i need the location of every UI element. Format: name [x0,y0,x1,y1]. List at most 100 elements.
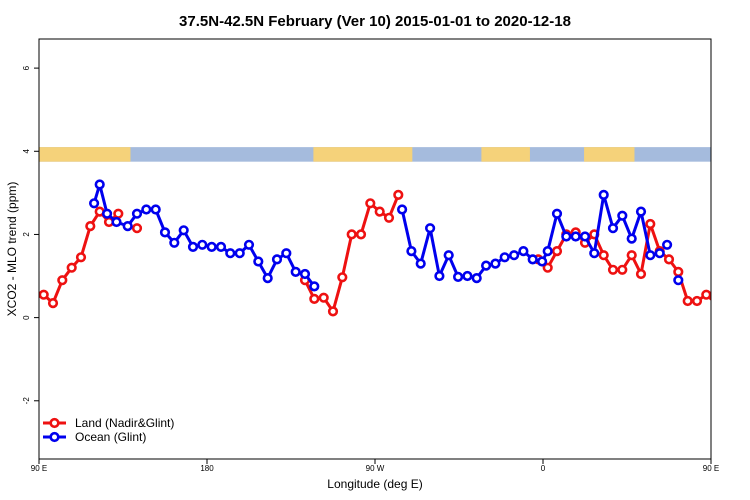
data-point-ocean [94,179,105,190]
data-point-land [47,298,59,309]
data-point-ocean [178,225,189,236]
x-axis: 90 E 180 90 W 0 90 E [31,459,719,473]
x-tick-label: 90 W [366,464,385,473]
data-point-land [663,254,675,265]
data-point-ocean [141,204,152,215]
land-strip-segment [481,147,530,162]
data-point-land [701,289,711,300]
data-point-ocean [253,256,264,267]
data-point-land [66,262,77,273]
legend-entry-land: Land (Nadir&Glint) [43,416,174,430]
data-point-land [542,262,553,273]
data-point-ocean [490,258,501,269]
data-point-ocean [122,221,133,232]
data-point-ocean [607,223,619,234]
data-point-ocean [271,254,283,265]
data-point-ocean [499,252,510,263]
data-point-ocean [131,208,143,219]
series-ocean [88,179,684,292]
data-point-land [383,212,395,223]
x-tick-label: 0 [541,464,546,473]
data-point-land [551,246,563,257]
data-point-ocean [508,250,520,261]
data-point-land [710,301,711,306]
data-point-ocean [169,237,180,248]
data-point-land [131,223,143,234]
data-point-land [39,289,49,300]
x-tick-label: 90 E [703,464,719,473]
data-point-ocean [206,241,217,252]
data-point-ocean [406,246,417,257]
data-point-ocean [471,273,482,284]
data-point-ocean [518,246,529,257]
data-point-ocean [415,258,426,269]
data-point-ocean [561,231,572,242]
series-land [39,189,748,317]
data-point-ocean [462,270,473,282]
chart-title: 37.5N-42.5N February (Ver 10) 2015-01-01… [179,13,571,30]
data-point-ocean [673,275,684,286]
land-strip-segment [39,147,131,162]
data-point-ocean [626,233,637,244]
y-axis-label: XCO2 - MLO trend (ppm) [5,182,19,317]
data-point-ocean [187,241,199,252]
data-point-land [740,276,748,284]
data-point-ocean [645,250,656,261]
data-point-ocean [536,256,548,267]
data-point-land [673,266,684,278]
data-point-land [57,275,68,286]
data-point-ocean [225,248,236,259]
data-point-land [645,218,656,230]
data-point-land [327,306,339,317]
surface-type-strip [39,147,750,162]
land-strip-segment [730,147,750,162]
y-axis: -2 0 2 4 6 [22,65,39,404]
data-point-ocean [234,248,245,259]
data-point-ocean [111,216,122,228]
data-point-land [365,198,376,209]
data-point-ocean [309,281,320,292]
x-tick-label: 180 [200,464,214,473]
data-point-land [682,295,693,307]
data-point-land [635,268,647,280]
data-point-ocean [579,231,591,242]
data-point-ocean [290,266,301,278]
land-strip-segment [313,147,413,162]
data-point-ocean [570,231,581,242]
data-point-ocean [101,208,113,219]
y-tick-label: 0 [22,315,31,320]
data-point-ocean [527,254,538,265]
data-point-land [85,221,96,232]
data-point-ocean [589,248,600,259]
data-point-land [309,293,320,305]
data-point-ocean [150,204,161,215]
plot-frame [38,38,712,460]
data-point-ocean [281,248,292,259]
data-point-land [346,229,357,240]
data-point-ocean [243,239,255,250]
data-point-ocean [397,204,408,215]
legend-marker-land [49,417,60,429]
legend: Land (Nadir&Glint) Ocean (Glint) [43,416,174,444]
legend-label-ocean: Ocean (Glint) [75,430,146,444]
data-point-ocean [262,273,273,284]
y-tick-label: 6 [22,65,31,70]
data-point-land [318,292,329,303]
data-point-land [691,295,703,307]
data-point-ocean [661,239,673,250]
legend-marker-ocean [49,431,60,443]
y-tick-label: 2 [22,232,31,237]
data-point-ocean [617,210,628,221]
data-point-ocean [551,208,563,219]
data-point-ocean [299,268,311,280]
data-point-land [374,206,385,217]
data-point-ocean [197,239,208,250]
data-point-land [75,252,87,263]
data-point-land [355,229,367,240]
data-point-land [617,264,628,275]
y-tick-label: 4 [22,149,31,154]
series-line-ocean [92,183,316,288]
data-point-land [626,250,637,261]
data-point-ocean [453,271,464,283]
